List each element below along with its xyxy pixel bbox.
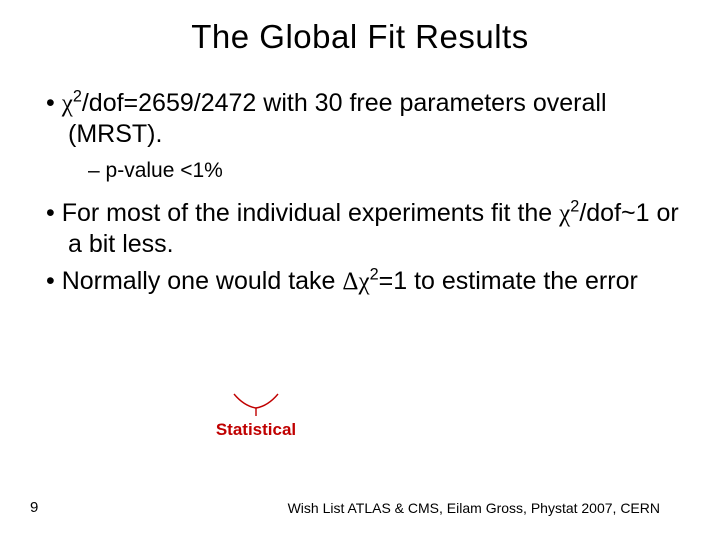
annotation-callout: Statistical: [196, 392, 316, 440]
superscript-2: 2: [370, 266, 379, 284]
bullet-delta-chi2: Normally one would take Δχ2=1 to estimat…: [40, 266, 680, 297]
delta-chi-symbol: Δχ: [342, 268, 369, 295]
bullet-2-pre: For most of the individual experiments f…: [62, 199, 559, 227]
bullet-1-text: /dof=2659/2472 with 30 free parameters o…: [68, 89, 607, 148]
chi-symbol: χ: [559, 200, 570, 227]
annotation-label: Statistical: [196, 420, 316, 440]
slide-footer: Wish List ATLAS & CMS, Eilam Gross, Phys…: [288, 500, 660, 516]
bullet-3-pre: Normally one would take: [62, 267, 343, 295]
slide-title: The Global Fit Results: [40, 18, 680, 56]
bullet-chi2-overall: χ2/dof=2659/2472 with 30 free parameters…: [40, 88, 680, 151]
superscript-2: 2: [570, 197, 579, 215]
bullet-pvalue: p-value <1%: [40, 157, 680, 184]
page-number: 9: [30, 499, 38, 516]
bullet-individual-experiments: For most of the individual experiments f…: [40, 198, 680, 261]
superscript-2: 2: [73, 88, 82, 106]
chi-symbol: χ: [62, 90, 73, 117]
bullet-3-post: =1 to estimate the error: [379, 267, 638, 295]
annotation-bracket-icon: [226, 392, 286, 418]
slide-container: The Global Fit Results χ2/dof=2659/2472 …: [0, 0, 720, 540]
